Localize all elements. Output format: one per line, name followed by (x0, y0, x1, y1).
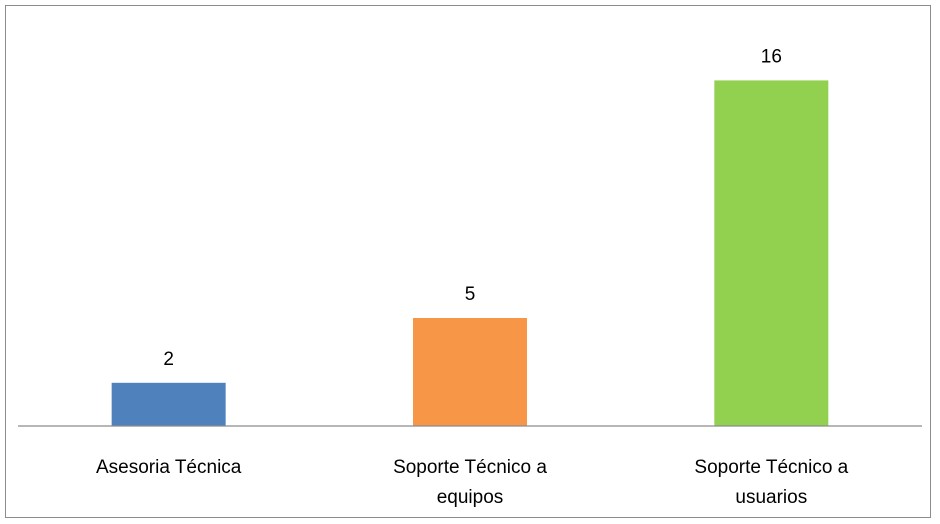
category-label-2-line-1: Soporte Técnico a (393, 457, 547, 478)
category-label-1-line-1: Asesoria Técnica (96, 457, 242, 478)
data-label-1: 2 (163, 349, 174, 370)
bar-3 (714, 80, 829, 427)
category-label-3-line-1: Soporte Técnico a (694, 457, 848, 478)
category-labels-layer: Asesoria Técnica Soporte Técnico a equipos… (96, 457, 849, 508)
data-label-2: 5 (465, 284, 476, 305)
category-label-3-line-2: usuarios (735, 487, 807, 508)
bar-2 (413, 318, 527, 426)
category-label-2-line-2: equipos (437, 487, 504, 508)
bars-layer (111, 80, 829, 427)
bar-1 (111, 382, 226, 426)
data-labels-layer: 2 5 16 (163, 46, 782, 369)
data-label-3: 16 (761, 46, 782, 67)
